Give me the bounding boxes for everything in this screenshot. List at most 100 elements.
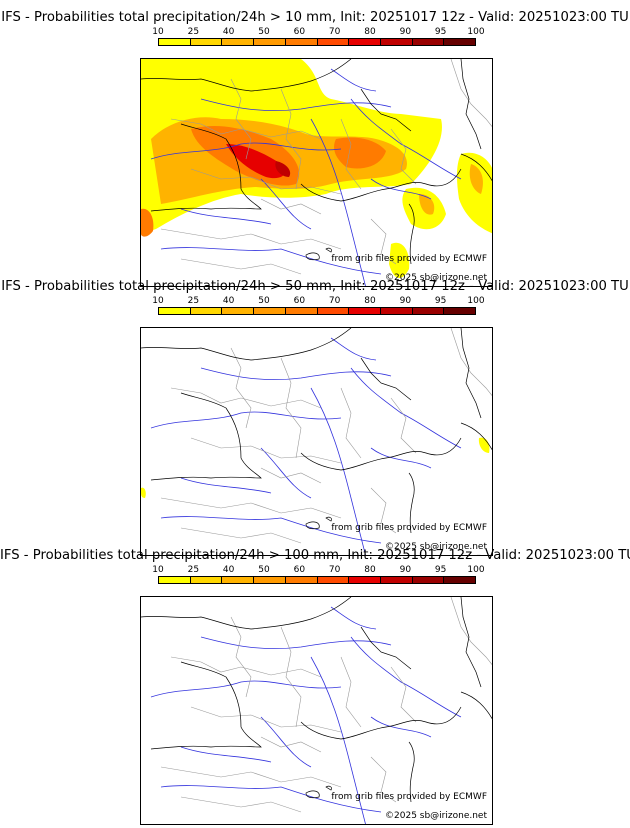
panel-title: IFS - Probabilities total precipitation/… [0,548,630,563]
legend-tick-label: 60 [293,27,306,37]
legend-color-swatch [254,577,286,583]
legend-tick-label: 25 [187,296,200,306]
legend-color-swatch [380,308,413,314]
legend-tick-label: 50 [258,565,270,575]
legend-tick-label: 80 [364,296,376,306]
legend-tick-label: 80 [364,565,376,575]
admin-borders [160,59,492,275]
copyright-text: ©2025 sb@irizone.net [385,273,487,283]
legend-color-swatch [317,39,350,45]
legend-tick-label: 10 [152,565,164,575]
legend-tick-label: 100 [467,296,485,306]
legend-tick-label: 25 [187,27,200,37]
precip-area-italy [478,437,490,453]
legend-tick-labels: 10 25 40 50 60 70 80 90 95 100 [152,565,484,575]
legend-colorbar [158,307,476,315]
river-network [150,337,462,555]
panel-title: IFS - Probabilities total precipitation/… [1,279,629,294]
legend-color-swatch [285,308,318,314]
legend-tick-label: 50 [258,296,270,306]
copyright-text: ©2025 sb@irizone.net [385,811,487,821]
legend-tick-label: 80 [364,27,376,37]
legend-color-swatch [285,39,318,45]
legend-color-swatch [254,308,286,314]
map-canvas [141,59,492,286]
map-view[interactable]: from grib files provided by ECMWF ©2025 … [140,596,493,825]
legend-color-swatch [222,39,255,45]
legend-tick-label: 90 [399,565,412,575]
precip-area-west-iberia [141,208,154,237]
legend-tick-label: 70 [328,296,341,306]
legend-color-swatch [412,39,445,45]
panel-title: IFS - Probabilities total precipitation/… [1,10,629,25]
legend-tick-label: 95 [434,296,447,306]
precip-field [141,59,492,279]
precip-area-sardinia-south [389,242,410,279]
legend-color-swatch [444,308,476,314]
legend-color-swatch [317,308,350,314]
legend-tick-label: 90 [399,27,412,37]
legend-color-swatch [159,308,191,314]
legend-color-swatch [349,308,381,314]
legend-color-swatch [222,577,255,583]
legend-tick-label: 25 [187,565,200,575]
legend-color-swatch [317,577,350,583]
legend-color-swatch [159,39,191,45]
legend-color-swatch [444,39,476,45]
legend-tick-label: 10 [152,27,164,37]
legend-tick-label: 40 [222,565,235,575]
precip-area-italy-core [469,164,483,194]
legend-color-swatch [412,308,445,314]
legend-color-swatch [349,577,381,583]
legend-tick-label: 10 [152,296,164,306]
coastlines [141,597,492,803]
precip-area-italy [456,152,492,234]
precip-field [141,437,490,498]
panel-50mm: IFS - Probabilities total precipitation/… [0,279,630,556]
map-view[interactable]: from grib files provided by ECMWF ©2025 … [140,58,493,287]
map-canvas [141,597,492,824]
admin-borders [160,328,492,544]
legend-tick-label: 70 [328,565,341,575]
legend-tick-label: 60 [293,565,306,575]
legend-color-swatch [222,308,255,314]
legend-colorbar [158,576,476,584]
river-network [150,68,462,286]
precip-area-red [226,144,286,179]
legend-colorbar [158,38,476,46]
legend-tick-label: 40 [222,296,235,306]
legend-color-swatch [412,577,445,583]
legend-color-swatch [444,577,476,583]
legend-tick-label: 95 [434,565,447,575]
precip-area-orange-east [334,137,386,169]
legend-color-swatch [190,39,223,45]
legend-tick-label: 90 [399,296,412,306]
precip-area-darkred [275,161,291,177]
legend-color-swatch [190,308,223,314]
precip-area-west-iberia [141,487,146,498]
legend-tick-label: 40 [222,27,235,37]
map-view[interactable]: from grib files provided by ECMWF ©2025 … [140,327,493,556]
source-credit: from grib files provided by ECMWF [331,523,487,533]
legend-tick-labels: 10 25 40 50 60 70 80 90 95 100 [152,27,484,37]
legend-color-swatch [190,577,223,583]
coastlines [141,59,492,265]
legend-tick-label: 100 [467,27,485,37]
panel-100mm: IFS - Probabilities total precipitation/… [0,548,630,825]
copyright-text: ©2025 sb@irizone.net [385,542,487,552]
source-credit: from grib files provided by ECMWF [331,254,487,264]
source-credit: from grib files provided by ECMWF [331,792,487,802]
legend-color-swatch [380,39,413,45]
legend-tick-label: 70 [328,27,341,37]
legend-color-swatch [285,577,318,583]
legend-tick-labels: 10 25 40 50 60 70 80 90 95 100 [152,296,484,306]
map-canvas [141,328,492,555]
legend-color-swatch [349,39,381,45]
legend-color-swatch [254,39,286,45]
legend-color-swatch [159,577,191,583]
legend-tick-label: 50 [258,27,270,37]
coastlines [141,328,492,534]
legend-tick-label: 95 [434,27,447,37]
admin-borders [160,597,492,813]
panel-10mm: IFS - Probabilities total precipitation/… [0,10,630,287]
